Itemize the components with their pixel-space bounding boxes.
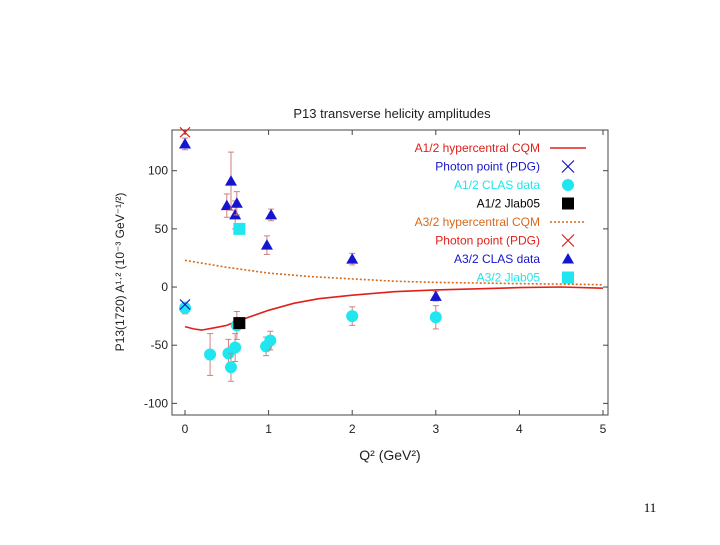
- point-photon-point-a3-2-pdg--stroke: [179, 126, 191, 138]
- point-a3-2-clas-data: [230, 197, 243, 208]
- y-tick-label: -50: [151, 338, 169, 352]
- legend-label: A3/2 Jlab05: [477, 271, 541, 285]
- point-a3-2-clas-data: [220, 199, 233, 211]
- x-tick-label: 2: [349, 422, 356, 436]
- legend-symbol-x: [561, 234, 575, 247]
- y-tick-label: 0: [161, 280, 168, 294]
- legend-symbol-square: [562, 197, 574, 210]
- legend-label: Photon point (PDG): [435, 160, 540, 174]
- point-a1-2-clas-data: [224, 361, 237, 374]
- legend-symbol-square: [562, 271, 574, 284]
- legend-label: A1/2 CLAS data: [454, 178, 540, 192]
- point-a1-2-clas-data: [204, 348, 217, 361]
- point-a3-2-clas-data: [229, 208, 242, 220]
- point-a3-2-clas-data: [260, 239, 273, 250]
- x-tick-label: 3: [432, 422, 439, 436]
- y-tick-label: 50: [155, 222, 169, 236]
- point-a1-2-clas-data: [264, 334, 277, 347]
- y-tick-label: 100: [148, 164, 168, 178]
- x-tick-label: 5: [600, 422, 607, 436]
- axes: 0 1 2 3 4 5 100 50 0 -50 -100: [144, 130, 608, 436]
- legend: A1/2 hypercentral CQM Photon point (PDG) A…: [415, 141, 586, 285]
- chart-title: P13 transverse helicity amplitudes: [293, 106, 491, 121]
- legend-symbol-x-stroke: [561, 160, 575, 173]
- page-number: 11: [643, 500, 657, 515]
- legend-symbol-circle: [562, 179, 574, 191]
- point-a1-2-clas-data: [346, 310, 359, 323]
- point-photon-point-a3-2-pdg-: [179, 126, 191, 138]
- point-a1-2-clas-data: [229, 341, 242, 354]
- point-a3-2-clas-data: [265, 208, 278, 220]
- point-a1-2-clas-data: [179, 301, 191, 314]
- legend-symbol-x-stroke: [561, 234, 575, 247]
- point-a3-2-clas-data: [224, 175, 237, 186]
- point-a3-2-clas-data: [346, 253, 359, 264]
- legend-label: A1/2 Jlab05: [477, 197, 541, 211]
- legend-label: A3/2 hypercentral CQM: [415, 215, 540, 229]
- point-photon-point-a1-2-pdg-: [179, 299, 191, 310]
- legend-symbol-triangle: [562, 253, 574, 264]
- point-a1-2-jlab05: [233, 317, 246, 330]
- legend-label: Photon point (PDG): [435, 234, 540, 248]
- curve-a3-2-hypercentral-cqm: [184, 259, 604, 286]
- x-tick-label: 4: [516, 422, 523, 436]
- legend-symbol-x: [561, 160, 575, 173]
- curve-a1-2-hypercentral-cqm: [184, 286, 604, 331]
- x-tick-label: 0: [182, 422, 189, 436]
- point-a3-2-jlab05: [233, 222, 246, 235]
- x-tick-label: 1: [265, 422, 272, 436]
- model-curves: [184, 259, 604, 331]
- y-tick-label: -100: [144, 396, 168, 410]
- plot-frame: [171, 129, 609, 416]
- point-a3-2-clas-data: [429, 290, 442, 301]
- legend-label: A1/2 hypercentral CQM: [415, 141, 540, 155]
- point-a1-2-clas-data: [429, 311, 442, 324]
- data-points: [179, 126, 442, 382]
- x-axis-label: Q² (GeV²): [359, 447, 420, 463]
- point-photon-point-a1-2-pdg--stroke: [179, 299, 191, 310]
- point-a3-2-clas-data: [179, 137, 191, 149]
- y-axis-label: P13(1720) A¹·² (10⁻³ GeV⁻¹/²): [113, 193, 127, 352]
- legend-label: A3/2 CLAS data: [454, 252, 540, 266]
